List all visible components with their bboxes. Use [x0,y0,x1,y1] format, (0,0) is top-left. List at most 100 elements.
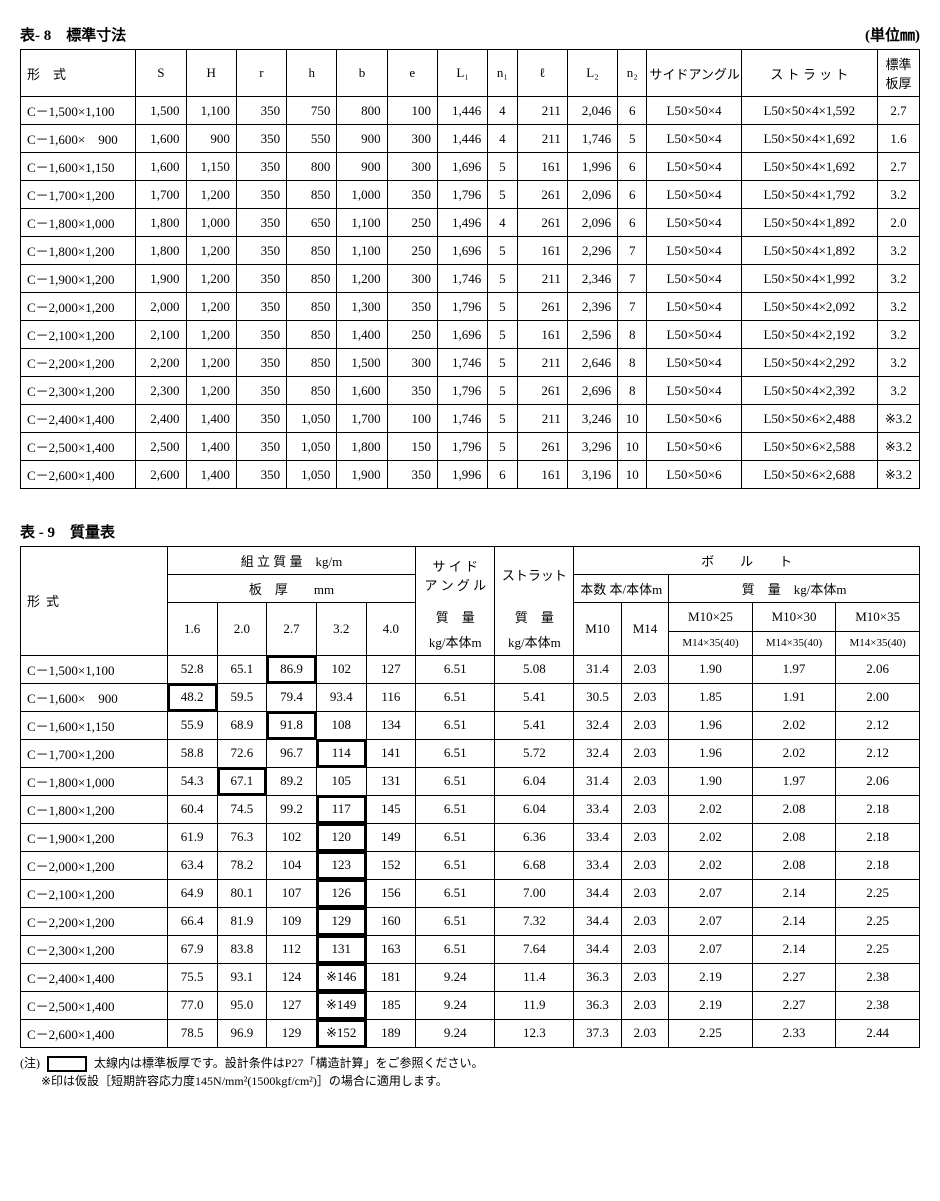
t8-cell: 350 [236,237,286,265]
t9-cell: 6.04 [495,767,574,795]
t8-cell: 2,696 [567,377,617,405]
t9-cell: 2.07 [669,935,753,963]
t8-cell: 350 [236,461,286,489]
t8-cell: 800 [337,97,387,125]
t9-cell: 2.27 [752,991,836,1019]
t9-cell: C－2,200×1,200 [21,907,168,935]
t9-cell: 2.07 [669,879,753,907]
t8-cell: 3.2 [877,349,919,377]
t8-cell: 1,050 [287,433,337,461]
t8-header-cell: e [387,50,437,97]
t8-cell: 8 [618,321,647,349]
t9-cell: 2.12 [836,711,920,739]
t8-cell: 350 [387,377,437,405]
t8-cell: L50×50×4 [647,97,741,125]
t9-cell: 6.51 [416,739,495,767]
table8: 形 式SHrhbeL₁n₁ℓL₂n₂サイドアングルス ト ラ ッ ト標準板厚 C… [20,49,920,489]
t9-cell: 2.25 [836,935,920,963]
t8-cell: 250 [387,209,437,237]
table9-body: C－1,500×1,10052.865.186.91021276.515.083… [21,655,920,1047]
t9-bolt-h: ボ ル ト [574,547,920,575]
t8-cell: 350 [236,377,286,405]
table-row: C－2,200×1,20066.481.91091291606.517.3234… [21,907,920,935]
t8-header-cell: サイドアングル [647,50,741,97]
table9-title: 表 - 9 質量表 [20,521,115,542]
t8-cell: 7 [618,293,647,321]
t8-cell: 850 [287,181,337,209]
t8-cell: 350 [236,405,286,433]
t8-cell: 100 [387,97,437,125]
t9-bq2b: M14×35(40) [752,631,836,655]
t8-cell: L50×50×4 [647,237,741,265]
notes-line1: 太線内は標準板厚です。設計条件はP27「構造計算」をご参照ください。 [94,1056,483,1070]
t8-cell: 1,446 [437,125,487,153]
t8-cell: 100 [387,405,437,433]
t9-cell: 68.9 [217,711,267,739]
t9-cell: 2.03 [621,907,668,935]
table8-title: 表- 8 標準寸法 [20,24,126,45]
t8-cell: L50×50×4 [647,265,741,293]
t8-cell: 5 [488,181,517,209]
t9-cell: 83.8 [217,935,267,963]
t8-cell: 211 [517,125,567,153]
t8-cell: 2,600 [136,461,186,489]
t8-cell: L50×50×4×2,292 [741,349,877,377]
t8-cell: 1,000 [186,209,236,237]
t9-cell: 156 [366,879,416,907]
t8-cell: 2,046 [567,97,617,125]
t8-cell: 261 [517,433,567,461]
t8-cell: 1,746 [437,349,487,377]
t8-cell: 3.2 [877,237,919,265]
t8-cell: 250 [387,237,437,265]
t9-cell: 102 [316,655,366,683]
t9-cell: 96.7 [267,739,317,767]
t8-cell: L50×50×4×1,692 [741,153,877,181]
t9-cell: 2.02 [669,795,753,823]
t9-cell: 6.36 [495,823,574,851]
t8-cell: 2,500 [136,433,186,461]
t8-cell: 6 [618,97,647,125]
t9-cell: 2.19 [669,991,753,1019]
t8-cell: 900 [337,153,387,181]
t8-cell: 1,600 [337,377,387,405]
t8-cell: 3,196 [567,461,617,489]
t9-cell: 2.03 [621,739,668,767]
t8-cell: 4 [488,97,517,125]
t8-cell: C－1,800×1,000 [21,209,136,237]
t9-cell: 181 [366,963,416,991]
t8-cell: 4 [488,125,517,153]
t9-cell: C－1,800×1,000 [21,767,168,795]
t9-cell: 116 [366,683,416,711]
table-row: C－1,600×1,15055.968.991.81081346.515.413… [21,711,920,739]
t9-cell: 95.0 [217,991,267,1019]
t8-cell: 1,496 [437,209,487,237]
t8-cell: 5 [488,377,517,405]
t8-cell: L50×50×4 [647,349,741,377]
table-row: C－2,400×1,40075.593.1124※1461819.2411.43… [21,963,920,991]
table-row: C－1,900×1,2001,9001,2003508501,2003001,7… [21,265,920,293]
t8-cell: 3.2 [877,377,919,405]
t8-cell: 900 [186,125,236,153]
t8-cell: 1,796 [437,433,487,461]
t9-cell: 64.9 [167,879,217,907]
t8-cell: 350 [387,461,437,489]
t9-cell: 1.97 [752,767,836,795]
t8-cell: 550 [287,125,337,153]
t8-cell: 850 [287,237,337,265]
table-row: C－1,700×1,20058.872.696.71141416.515.723… [21,739,920,767]
t8-cell: 1,100 [337,209,387,237]
t8-cell: C－2,600×1,400 [21,461,136,489]
t8-header-cell: L₂ [567,50,617,97]
t9-cell: C－1,600×1,150 [21,711,168,739]
t8-cell: 350 [387,181,437,209]
t9-cell: 2.03 [621,1019,668,1047]
t9-model-header: 形式 [27,594,65,609]
t9-cell: 2.06 [836,767,920,795]
t9-boltmass-h: 質 量 kg/本体m [669,575,920,603]
t9-cell: 78.2 [217,851,267,879]
t9-cell: 6.51 [416,879,495,907]
t8-cell: L50×50×4×1,892 [741,209,877,237]
t9-cell: C－1,500×1,100 [21,655,168,683]
t8-cell: L50×50×6 [647,405,741,433]
t8-header-cell: S [136,50,186,97]
